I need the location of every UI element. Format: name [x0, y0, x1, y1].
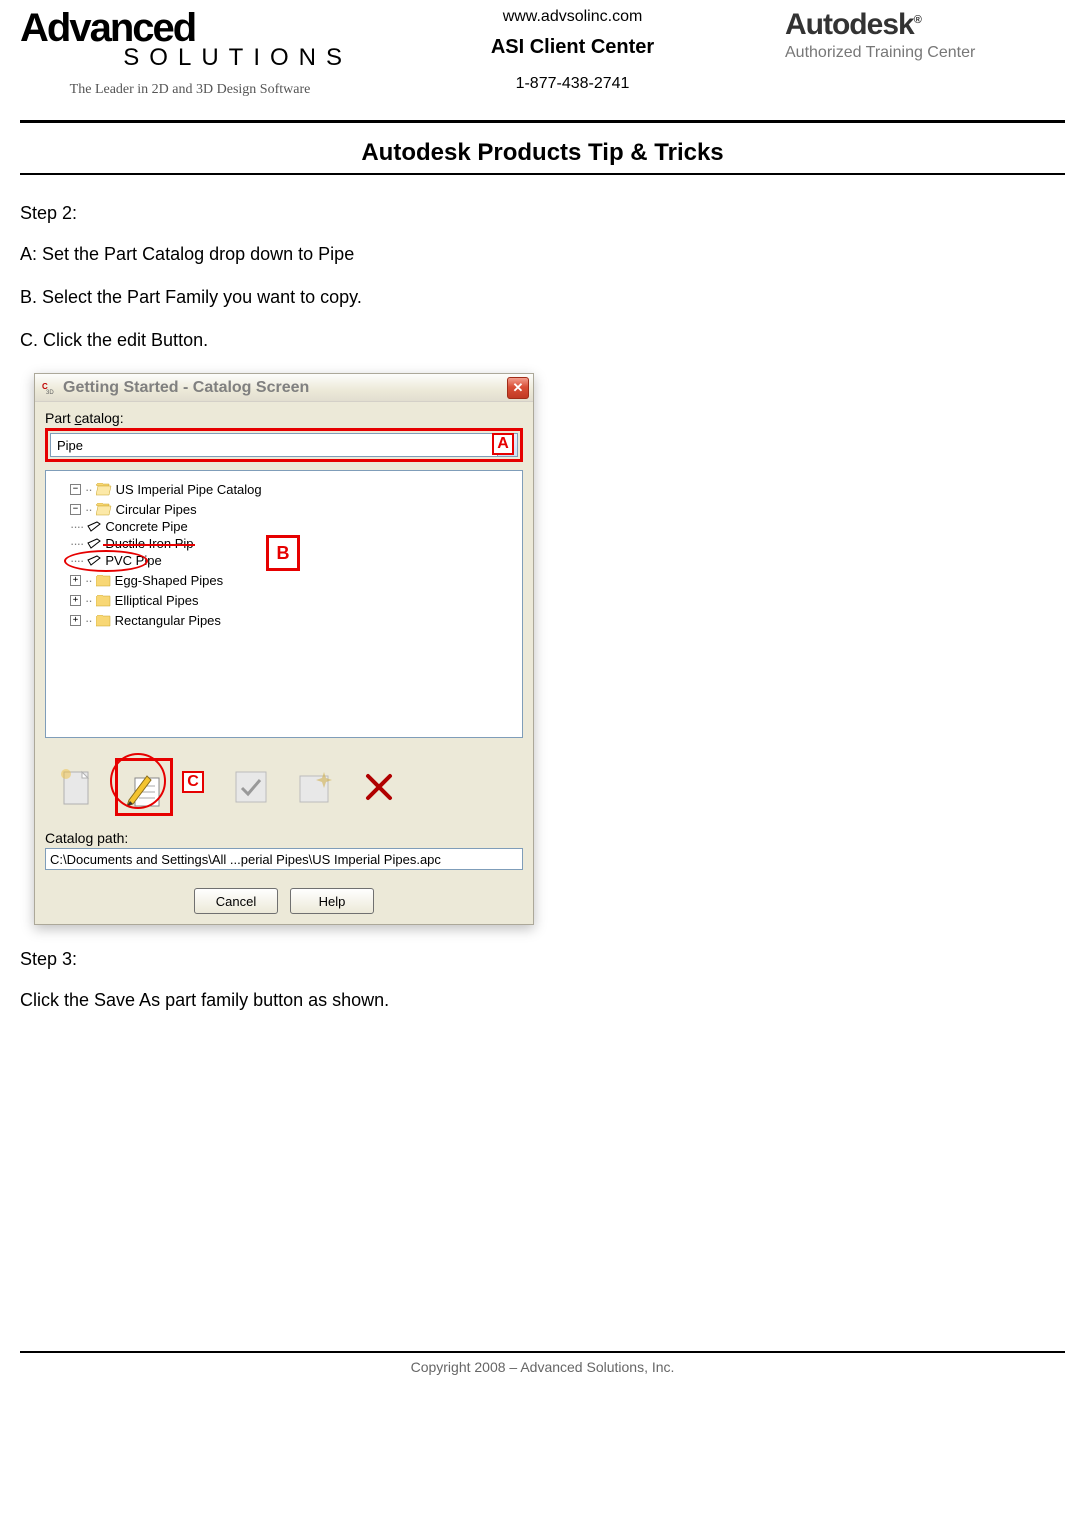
footer-copyright: Copyright 2008 – Advanced Solutions, Inc… — [20, 1359, 1065, 1375]
dialog-body: Part catalog: ▼ A − ·· — [35, 402, 533, 924]
folder-open-icon — [96, 503, 112, 516]
tree-connector: ·· — [85, 613, 92, 628]
tree-ductile-label[interactable]: Ductile Iron Pip — [105, 536, 193, 551]
step2-heading: Step 2: — [20, 203, 1065, 224]
logo-advanced-solutions: Advanced SOLUTIONS The Leader in 2D and … — [20, 8, 360, 98]
tree-connector: ·· — [85, 593, 92, 608]
edit-button[interactable] — [120, 763, 168, 811]
annotation-b-letter: B — [277, 543, 290, 564]
part-catalog-input[interactable] — [50, 433, 498, 457]
folder-open-icon — [96, 483, 112, 496]
dialog-title: Getting Started - Catalog Screen — [63, 379, 507, 397]
catalog-path-label: Catalog path: — [45, 830, 523, 846]
edit-button-annotated: C — [115, 758, 173, 816]
catalog-path-input[interactable] — [45, 848, 523, 870]
page-header: Advanced SOLUTIONS The Leader in 2D and … — [20, 0, 1065, 114]
close-icon: ✕ — [513, 380, 524, 396]
expander-plus-icon[interactable]: + — [70, 595, 81, 606]
tree-connector: ·· — [85, 482, 92, 497]
edit-pencil-icon — [125, 766, 163, 808]
divider-top — [20, 120, 1065, 123]
help-button[interactable]: Help — [290, 888, 374, 914]
expander-plus-icon[interactable]: + — [70, 615, 81, 626]
new-chapter-button[interactable] — [51, 763, 99, 811]
part-catalog-label-prefix: Part — [45, 410, 75, 426]
tree-circular-label[interactable]: Circular Pipes — [116, 502, 197, 517]
dialog-button-row: Cancel Help — [45, 888, 523, 914]
divider-under-title — [20, 173, 1065, 175]
tree-concrete-label[interactable]: Concrete Pipe — [105, 519, 187, 534]
annotation-c: C — [182, 771, 204, 793]
tree-connector: ···· — [70, 519, 83, 534]
dialog-titlebar: C 3D Getting Started - Catalog Screen ✕ — [35, 374, 533, 402]
pipe-icon — [87, 538, 101, 550]
catalog-dialog: C 3D Getting Started - Catalog Screen ✕ … — [34, 373, 534, 925]
svg-text:3D: 3D — [46, 390, 54, 396]
step3-heading: Step 3: — [20, 949, 1065, 970]
logo-tagline: The Leader in 2D and 3D Design Software — [20, 82, 360, 98]
new-part-button[interactable] — [291, 763, 339, 811]
part-catalog-row-annotated: ▼ A — [45, 428, 523, 462]
expander-plus-icon[interactable]: + — [70, 575, 81, 586]
header-url: www.advsolinc.com — [390, 8, 755, 26]
folder-closed-icon — [96, 615, 111, 627]
pipe-icon — [87, 555, 101, 567]
part-catalog-label-suffix: atalog: — [82, 410, 124, 426]
header-phone: 1-877-438-2741 — [390, 75, 755, 93]
annotation-a: A — [492, 433, 514, 455]
autodesk-brand: Autodesk — [785, 8, 1065, 42]
tree-connector: ·· — [85, 502, 92, 517]
dialog-app-icon: C 3D — [41, 380, 57, 396]
tree-pvc-label[interactable]: PVC Pipe — [105, 553, 161, 568]
expander-minus-icon[interactable]: − — [70, 484, 81, 495]
tree-root-label[interactable]: US Imperial Pipe Catalog — [116, 482, 262, 497]
step2-line-b: B. Select the Part Family you want to co… — [20, 287, 1065, 308]
validate-check-icon — [232, 768, 270, 806]
footer-divider — [20, 1351, 1065, 1353]
folder-closed-icon — [96, 595, 111, 607]
page-title: Autodesk Products Tip & Tricks — [20, 139, 1065, 167]
dialog-toolbar: C — [45, 738, 523, 824]
tree-rectangular-label[interactable]: Rectangular Pipes — [115, 613, 221, 628]
part-catalog-dropdown[interactable]: ▼ — [50, 433, 518, 457]
tree-connector: ···· — [70, 553, 83, 568]
part-family-tree[interactable]: − ·· US Imperial Pipe Catalog − — [45, 470, 523, 738]
folder-closed-icon — [96, 575, 111, 587]
expander-minus-icon[interactable]: − — [70, 504, 81, 515]
step2-line-a: A: Set the Part Catalog drop down to Pip… — [20, 244, 1065, 265]
pipe-icon — [87, 521, 101, 533]
tree-connector: ·· — [85, 573, 92, 588]
close-button[interactable]: ✕ — [507, 377, 529, 399]
new-sparkle-icon — [296, 768, 334, 806]
autodesk-subtitle: Authorized Training Center — [785, 44, 1065, 62]
cancel-button[interactable]: Cancel — [194, 888, 278, 914]
header-center: www.advsolinc.com ASI Client Center 1-87… — [390, 8, 755, 93]
annotation-b: B — [266, 535, 300, 571]
new-chapter-icon — [56, 766, 94, 808]
tree-connector: ···· — [70, 536, 83, 551]
part-catalog-label: Part catalog: — [45, 410, 523, 426]
logo-autodesk: Autodesk Authorized Training Center — [785, 8, 1065, 62]
tree-egg-label[interactable]: Egg-Shaped Pipes — [115, 573, 223, 588]
step3-line: Click the Save As part family button as … — [20, 990, 1065, 1011]
part-catalog-label-hotkey: c — [75, 410, 82, 426]
validate-button[interactable] — [227, 763, 275, 811]
delete-x-icon — [362, 770, 396, 804]
logo-word-advanced: Advanced — [20, 8, 360, 48]
delete-button[interactable] — [355, 763, 403, 811]
tree-elliptical-label[interactable]: Elliptical Pipes — [115, 593, 199, 608]
header-client-center: ASI Client Center — [390, 36, 755, 59]
step2-line-c: C. Click the edit Button. — [20, 330, 1065, 351]
